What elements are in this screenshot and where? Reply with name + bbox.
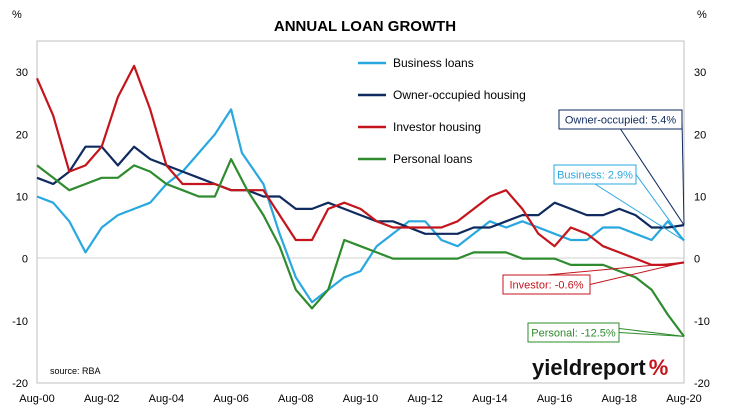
y-tick-left: -10 <box>12 316 28 328</box>
annotation-leader <box>681 119 685 226</box>
series-line-business-loans <box>36 108 685 304</box>
x-tick-label: Aug-20 <box>666 393 701 405</box>
annotation-leader <box>589 261 685 285</box>
annotation-leader <box>546 261 685 276</box>
annotation-box <box>553 164 637 185</box>
x-tick-label: Aug-18 <box>602 393 637 405</box>
svg-text:yieldreport%: yieldreport% <box>532 355 668 380</box>
y-tick-right: 20 <box>694 129 706 141</box>
annotation-box <box>527 322 620 343</box>
x-tick-label: Aug-12 <box>407 393 442 405</box>
legend-label: Owner-occupied housing <box>393 88 526 102</box>
logo-text: yieldreport <box>532 355 646 380</box>
right-axis-unit: % <box>697 9 707 21</box>
annotation-leader <box>620 128 685 226</box>
y-tick-left: -20 <box>12 378 28 390</box>
x-tick-label: Aug-16 <box>537 393 572 405</box>
y-tick-right: 30 <box>694 67 706 79</box>
left-axis-unit: % <box>12 9 22 21</box>
x-tick-label: Aug-08 <box>278 393 313 405</box>
legend-label: Investor housing <box>393 120 481 134</box>
y-tick-right: 10 <box>694 191 706 203</box>
annotation-leader <box>618 332 685 337</box>
y-tick-left: 10 <box>16 191 28 203</box>
annotation-leader <box>635 174 685 241</box>
x-tick-label: Aug-06 <box>213 393 248 405</box>
y-tick-left: 30 <box>16 67 28 79</box>
y-tick-right: -20 <box>694 378 710 390</box>
annotation-label: Owner-occupied: 5.4% <box>565 115 676 127</box>
x-tick-label: Aug-04 <box>149 393 184 405</box>
x-tick-label: Aug-00 <box>19 393 54 405</box>
annotation-box <box>558 109 683 130</box>
annotation-label: Business: 2.9% <box>557 170 633 182</box>
legend-label: Personal loans <box>393 152 472 166</box>
x-tick-label: Aug-02 <box>84 393 119 405</box>
yieldreport-logo: yieldreport% <box>532 355 668 380</box>
series-line-investor-housing <box>35 64 685 266</box>
logo-percent: % <box>649 355 669 380</box>
x-tick-label: Aug-10 <box>343 393 378 405</box>
x-tick-label: Aug-14 <box>472 393 507 405</box>
y-tick-left: 0 <box>22 254 28 266</box>
annotation-leader <box>594 183 685 242</box>
source-note: source: RBA <box>50 366 101 376</box>
annotation-label: Investor: -0.6% <box>510 280 584 292</box>
series-line-owner-occupied-housing <box>36 145 685 235</box>
y-tick-left: 20 <box>16 129 28 141</box>
y-tick-right: 0 <box>694 254 700 266</box>
chart-title: ANNUAL LOAN GROWTH <box>274 18 456 35</box>
legend-label: Business loans <box>393 56 474 70</box>
annotation-label: Personal: -12.5% <box>531 328 616 340</box>
y-tick-right: -10 <box>694 316 710 328</box>
series-line-personal-loans <box>36 158 685 338</box>
annotation-box <box>502 274 591 295</box>
